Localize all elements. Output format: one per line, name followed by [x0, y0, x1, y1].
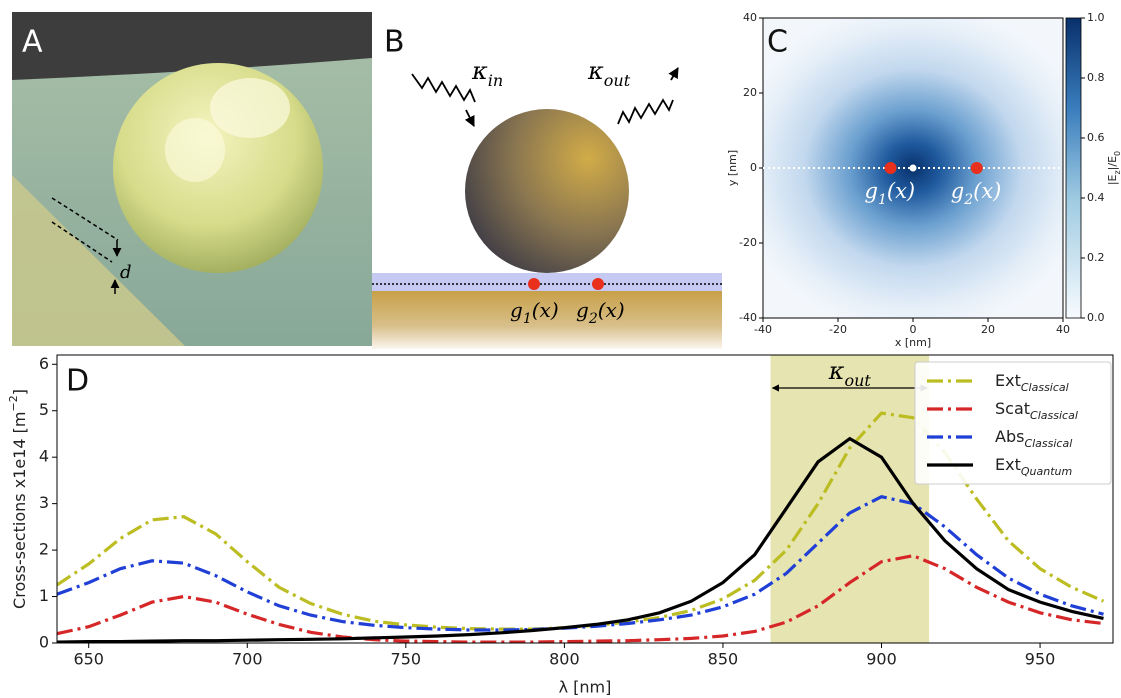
- figure: d A B κin κout g1(x) g2(x) -40-2002040-4…: [0, 0, 1121, 698]
- page: d A B κin κout g1(x) g2(x) -40-2002040-4…: [0, 0, 1121, 698]
- panel-b: B κin κout g1(x) g2(x): [372, 25, 722, 350]
- panel-label: B: [384, 25, 405, 60]
- label-part: |E: [1106, 174, 1119, 185]
- y-tick-label: 1: [39, 586, 49, 605]
- panel-label: D: [66, 364, 89, 399]
- g: g: [510, 298, 523, 322]
- kappa-sub: out: [604, 71, 631, 90]
- legend-sub: Quantum: [1021, 465, 1072, 478]
- legend-name: Abs: [995, 427, 1024, 446]
- x-tick-label: 900: [866, 650, 897, 669]
- kappa-sub: out: [844, 371, 871, 390]
- legend-sub: Classical: [1030, 409, 1078, 422]
- x-tick-label: 0: [910, 323, 917, 336]
- g-arg: (x): [598, 298, 625, 322]
- legend-sub: Classical: [1021, 381, 1069, 394]
- y-tick-label: 20: [743, 86, 757, 99]
- kappa: κ: [828, 357, 845, 385]
- kappa-sub: in: [488, 71, 503, 90]
- y-tick-label: -40: [739, 311, 757, 324]
- legend-name: Ext: [995, 371, 1021, 390]
- label-part: (x): [973, 179, 1001, 203]
- y-tick-label: 40: [743, 11, 757, 24]
- series-line: [57, 497, 1104, 630]
- colorbar-tick-label: 0.4: [1087, 191, 1105, 204]
- y-tick-label: 4: [39, 447, 49, 466]
- panel-a: d A: [12, 12, 372, 346]
- x-tick-label: 650: [73, 650, 104, 669]
- legend-name: Ext: [995, 455, 1021, 474]
- panel-label: A: [22, 25, 43, 60]
- colorbar-tick-label: 0.0: [1087, 311, 1105, 324]
- y-tick-label: -20: [739, 236, 757, 249]
- g-sub: 1: [523, 311, 532, 327]
- label-part: g: [951, 179, 964, 203]
- x-tick-label: -20: [829, 323, 847, 336]
- panel-label: C: [767, 25, 788, 60]
- emitter-point: [971, 162, 983, 174]
- series-line: [57, 556, 1104, 642]
- colorbar-label: |Ez|/E0: [1106, 151, 1121, 185]
- y-axis-label: Cross-sections x1e14 [m−2]: [7, 389, 29, 609]
- x-tick-label: 800: [549, 650, 580, 669]
- y-tick-label: 3: [39, 493, 49, 512]
- label-part: 2: [963, 192, 973, 208]
- x-axis-label: λ [nm]: [559, 678, 612, 697]
- y-tick-label: 2: [39, 540, 49, 559]
- x-axis-label: x [nm]: [895, 336, 931, 349]
- colorbar-tick-label: 0.6: [1087, 131, 1105, 144]
- label-sup: −2: [7, 395, 20, 411]
- label-part: |/E: [1106, 156, 1119, 170]
- legend-sub: Classical: [1024, 437, 1072, 450]
- highlight: [210, 78, 290, 138]
- kappa-in: κin: [471, 57, 503, 91]
- label-part: Cross-sections x1e14 [m: [10, 412, 29, 609]
- g: g: [576, 298, 589, 322]
- label-part: 1: [878, 192, 887, 208]
- highlight: [165, 118, 225, 182]
- particle: [465, 109, 629, 273]
- gap-label: d: [120, 262, 132, 283]
- colorbar: [1066, 18, 1081, 318]
- x-tick-label: 700: [232, 650, 263, 669]
- colorbar-tick-label: 1.0: [1087, 11, 1105, 24]
- y-tick-label: 0: [39, 633, 49, 652]
- label-part: ]: [10, 389, 29, 395]
- label-part: g: [865, 179, 878, 203]
- wave-out: [618, 100, 673, 124]
- x-tick-label: 40: [1056, 323, 1070, 336]
- kappa: κ: [471, 57, 488, 85]
- spacer-layer: [372, 273, 722, 291]
- x-tick-label: 20: [981, 323, 995, 336]
- y-tick-label: 5: [39, 400, 49, 419]
- center-point: [910, 165, 917, 172]
- x-tick-label: 950: [1025, 650, 1056, 669]
- x-tick-label: -40: [754, 323, 772, 336]
- emitter: [528, 278, 540, 290]
- label-part: (x): [887, 179, 915, 203]
- arrow-out: [671, 68, 678, 80]
- x-tick-label: 850: [708, 650, 739, 669]
- colorbar-tick-label: 0.8: [1087, 71, 1105, 84]
- kappa: κ: [587, 57, 604, 85]
- panel-d: κout 650 700 750 800 850 900 950 0 1 2 3 4 5 6 λ [nm] Cr…: [7, 354, 1114, 697]
- colorbar-tick-label: 0.2: [1087, 251, 1105, 264]
- wave-in: [412, 74, 475, 102]
- g-sub: 2: [588, 311, 598, 327]
- label-sub: 0: [1113, 151, 1121, 156]
- emitter: [592, 278, 604, 290]
- kappa-out: κout: [587, 57, 631, 91]
- y-axis-label: y [nm]: [726, 150, 739, 186]
- emitter-point: [885, 162, 897, 174]
- arrow-in: [466, 110, 474, 126]
- legend: ExtClassicalScatClassicalAbsClassicalExt…: [915, 362, 1111, 484]
- x-tick-label: 750: [391, 650, 422, 669]
- legend-name: Scat: [995, 399, 1030, 418]
- g-arg: (x): [532, 298, 559, 322]
- y-tick-label: 6: [39, 354, 49, 373]
- y-tick-label: 0: [750, 161, 757, 174]
